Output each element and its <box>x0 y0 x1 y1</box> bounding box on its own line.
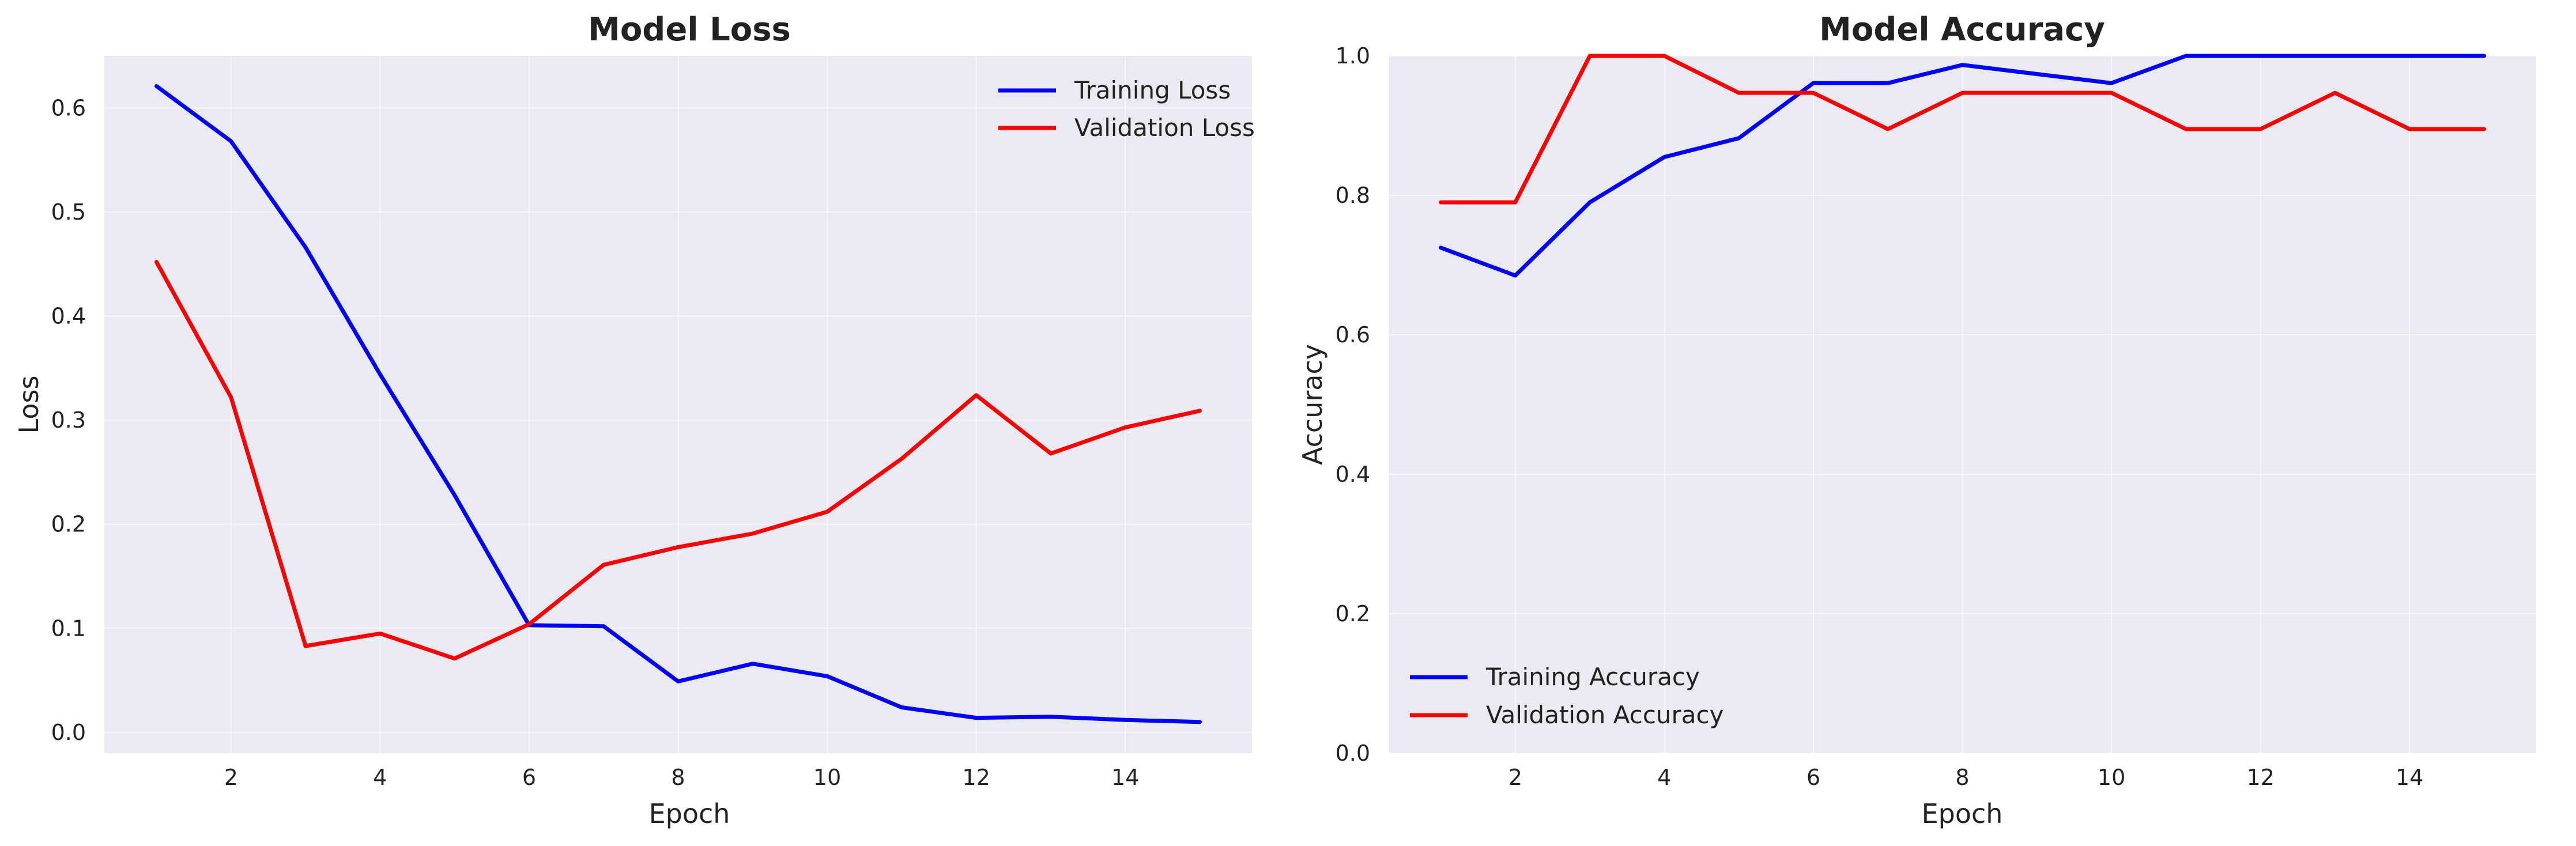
accuracy-y-tick-label: 0.2 <box>1336 601 1370 626</box>
accuracy-chart-panel: 2 4 6 8 10 12 14 0.0 0.2 0.4 0.6 0.8 1.0 Model Accu… <box>1297 11 2536 829</box>
accuracy-y-tick-label: 1.0 <box>1336 43 1370 69</box>
loss-x-tick-label: 14 <box>1111 765 1139 790</box>
loss-y-axis-label: Loss <box>13 376 44 434</box>
series-line-validation-loss <box>154 260 1202 661</box>
accuracy-x-tick-label: 4 <box>1657 765 1671 790</box>
accuracy-x-tick-label: 6 <box>1806 765 1820 790</box>
loss-series-group <box>154 84 1202 724</box>
legend-label-validation-loss: Validation Loss <box>1074 114 1255 142</box>
loss-chart-panel: 2 4 6 8 10 12 14 0.0 0.1 0.2 0.3 0.4 0.5 0.6 Model L… <box>13 11 1255 829</box>
legend-label-training-accuracy: Training Accuracy <box>1485 663 1700 691</box>
loss-x-tick-label: 10 <box>813 765 841 790</box>
loss-x-axis-label: Epoch <box>649 798 730 829</box>
loss-y-tick-label: 0.0 <box>51 720 86 745</box>
loss-chart-title: Model Loss <box>588 11 791 48</box>
accuracy-y-tick-labels: 0.0 0.2 0.4 0.6 0.8 1.0 <box>1336 43 1370 766</box>
loss-y-tick-label: 0.3 <box>51 407 86 433</box>
legend-label-training-loss: Training Loss <box>1074 76 1231 104</box>
accuracy-y-tick-label: 0.4 <box>1336 462 1370 487</box>
accuracy-series-group <box>1439 54 2486 278</box>
accuracy-x-tick-label: 12 <box>2246 765 2274 790</box>
series-line-validation-accuracy <box>1439 54 2486 205</box>
loss-y-tick-label: 0.5 <box>51 199 86 225</box>
accuracy-x-tick-label: 2 <box>1508 765 1522 790</box>
loss-x-tick-label: 4 <box>373 765 387 790</box>
loss-x-tick-label: 6 <box>522 765 536 790</box>
loss-x-tick-label: 2 <box>224 765 238 790</box>
accuracy-y-tick-label: 0.0 <box>1336 741 1370 766</box>
loss-y-tick-label: 0.6 <box>51 95 86 120</box>
accuracy-gridlines <box>1389 55 2536 754</box>
loss-y-tick-label: 0.4 <box>51 303 86 328</box>
loss-x-tick-labels: 2 4 6 8 10 12 14 <box>224 765 1140 790</box>
series-line-training-accuracy <box>1439 54 2486 278</box>
accuracy-x-tick-labels: 2 4 6 8 10 12 14 <box>1508 765 2424 790</box>
legend-label-validation-accuracy: Validation Accuracy <box>1486 701 1724 729</box>
accuracy-x-tick-label: 10 <box>2098 765 2125 790</box>
loss-y-tick-label: 0.2 <box>51 512 86 537</box>
loss-y-tick-label: 0.1 <box>51 615 86 641</box>
loss-x-tick-label: 8 <box>671 765 685 790</box>
series-line-training-loss <box>154 84 1202 724</box>
loss-y-tick-labels: 0.0 0.1 0.2 0.3 0.4 0.5 0.6 <box>51 95 86 745</box>
accuracy-legend: Training Accuracy Validation Accuracy <box>1410 663 1724 729</box>
loss-legend: Training Loss Validation Loss <box>998 76 1255 142</box>
loss-x-tick-label: 12 <box>962 765 990 790</box>
accuracy-y-tick-label: 0.6 <box>1336 322 1370 348</box>
accuracy-x-axis-label: Epoch <box>1922 798 2003 829</box>
accuracy-x-tick-label: 14 <box>2396 765 2423 790</box>
accuracy-x-tick-label: 8 <box>1955 765 1969 790</box>
accuracy-y-tick-label: 0.8 <box>1336 183 1370 208</box>
loss-gridlines <box>104 56 1252 753</box>
accuracy-chart-title: Model Accuracy <box>1819 11 2105 48</box>
accuracy-y-axis-label: Accuracy <box>1297 344 1328 465</box>
